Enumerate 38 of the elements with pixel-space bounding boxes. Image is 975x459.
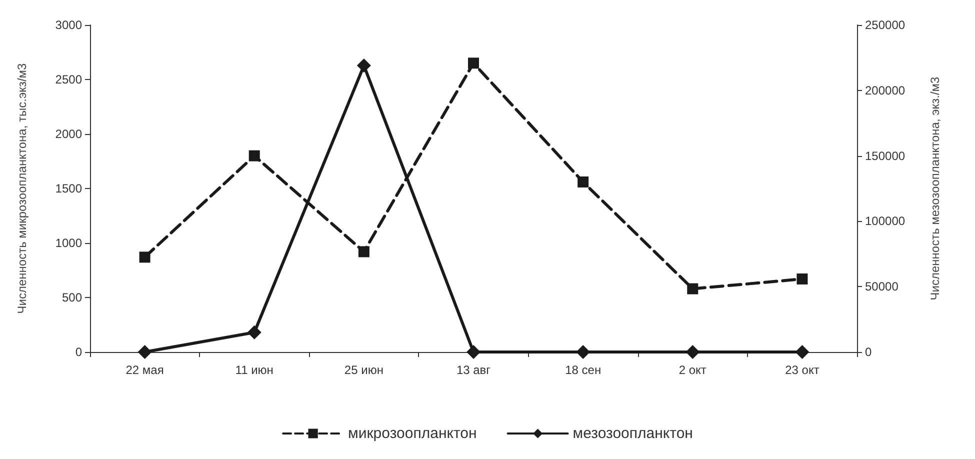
point [687,283,698,294]
point [358,246,370,258]
y-tick-label: 1500 [55,182,82,196]
y-tick-label: 500 [62,290,82,304]
y-tick-label: 2000 [55,127,82,141]
point [466,345,480,359]
y-tick-label: 3000 [55,18,82,32]
x-tick-label: 25 июн [344,363,384,377]
point [138,345,152,359]
y2-tick-label: 50000 [865,280,899,294]
point [576,345,590,359]
y2-tick-label: 200000 [865,83,906,98]
point [139,252,150,263]
y2-tick-label: 100000 [865,214,906,228]
point [247,325,262,340]
x-tick-label: 13 авг [456,363,492,377]
y-tick-label: 0 [75,345,82,359]
y2-tick-label: 0 [865,345,872,359]
x-tick-label: 11 июн [235,363,274,377]
point [468,58,479,69]
point [356,58,371,73]
y2-tick-label: 250000 [865,18,906,32]
point [795,345,810,359]
y-tick-label: 2500 [55,72,82,86]
point [796,273,808,284]
legend-label: мезозоопланктон [572,425,693,442]
x-tick-label: 23 окт [785,363,820,377]
y2-tick-label: 150000 [865,148,906,163]
x-tick-label: 22 мая [126,363,164,377]
point [686,345,700,359]
x-tick-label: 2 окт [678,363,707,377]
y2-axis-title: Численность мезозоопланктона, экз./м3 [928,76,942,300]
point [248,150,260,162]
y-axis-title: Численность микрозоопланктона, тыс.экз/м3 [15,62,29,314]
x-tick-label: 18 сен [565,363,602,377]
legend-label: микрозоопланктон [348,425,477,442]
y-tick-label: 1000 [55,236,82,250]
point [578,176,589,188]
